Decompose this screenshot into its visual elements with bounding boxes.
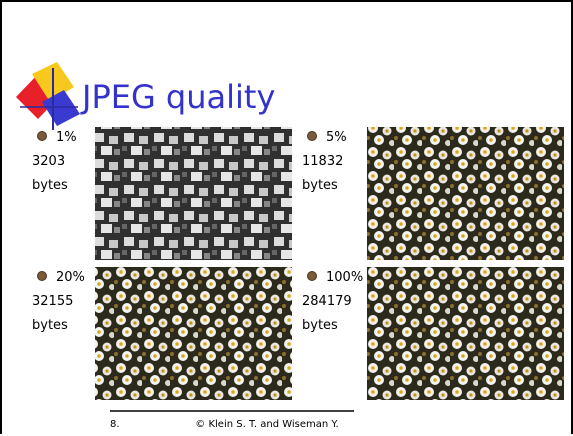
quality-label: 1% (56, 130, 77, 145)
jpeg-sample-image (95, 127, 292, 260)
quality-label: 5% (326, 130, 347, 145)
file-size: 3203 (32, 154, 65, 169)
bullet (307, 271, 317, 281)
bullet (37, 271, 47, 281)
quality-label: 100% (326, 270, 363, 285)
size-unit: bytes (302, 318, 338, 333)
file-size: 32155 (32, 294, 73, 309)
logo (16, 62, 80, 130)
page-number: 8. (110, 419, 120, 430)
jpeg-sample-image (95, 267, 292, 400)
jpeg-sample-image (367, 267, 564, 400)
size-unit: bytes (32, 178, 68, 193)
quality-label: 20% (56, 270, 85, 285)
bullet (307, 131, 317, 141)
file-size: 284179 (302, 294, 352, 309)
slide-title: JPEG quality (80, 78, 275, 116)
size-unit: bytes (302, 178, 338, 193)
size-unit: bytes (32, 318, 68, 333)
file-size: 11832 (302, 154, 343, 169)
jpeg-sample-image (367, 127, 564, 260)
footer-credit: © Klein S. T. and Wiseman Y. (195, 419, 338, 430)
bullet (37, 131, 47, 141)
